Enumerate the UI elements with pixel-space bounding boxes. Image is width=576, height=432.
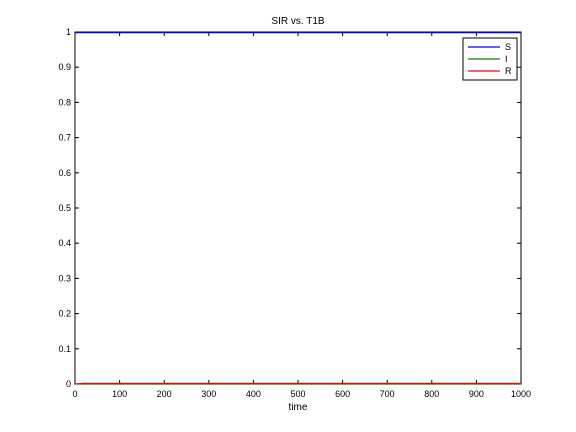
x-tick-label: 100 xyxy=(112,389,127,399)
y-tick-label: 0.4 xyxy=(58,238,71,248)
y-tick-label: 0.8 xyxy=(58,97,71,107)
x-tick-label: 900 xyxy=(469,389,484,399)
series-lines xyxy=(74,32,521,385)
x-tick-label: 300 xyxy=(201,389,216,399)
x-tick-label: 700 xyxy=(380,389,395,399)
series-line-r xyxy=(74,382,521,385)
y-tick-label: 0.1 xyxy=(58,344,71,354)
x-axis-label: time xyxy=(289,402,308,413)
y-tick-label: 0.2 xyxy=(58,309,71,319)
x-tick-label: 800 xyxy=(424,389,439,399)
plot-area xyxy=(74,31,522,385)
legend-label-s: S xyxy=(505,42,511,52)
x-tick-label: 1000 xyxy=(511,389,531,399)
y-tick-label: 0.3 xyxy=(58,273,71,283)
legend: SIR xyxy=(462,37,518,81)
x-tick-label: 600 xyxy=(335,389,350,399)
y-tick-label: 0.7 xyxy=(58,133,71,143)
y-tick-label: 1 xyxy=(66,27,71,37)
y-tick-label: 0 xyxy=(66,379,71,389)
axes-ticks: 0 100 200 300 400 500 600 700 800 900 1000 0 0.1 0.2 0… xyxy=(58,27,531,399)
legend-label-i: I xyxy=(505,54,508,64)
x-tick-label: 500 xyxy=(290,389,305,399)
x-tick-label: 400 xyxy=(246,389,261,399)
x-tick-label: 200 xyxy=(157,389,172,399)
y-tick-label: 0.9 xyxy=(58,62,71,72)
x-tick-label: 0 xyxy=(72,389,77,399)
y-tick-label: 0.6 xyxy=(58,168,71,178)
legend-label-r: R xyxy=(505,66,512,76)
y-tick-label: 0.5 xyxy=(58,203,71,213)
chart-title: SIR vs. T1B xyxy=(271,16,324,27)
